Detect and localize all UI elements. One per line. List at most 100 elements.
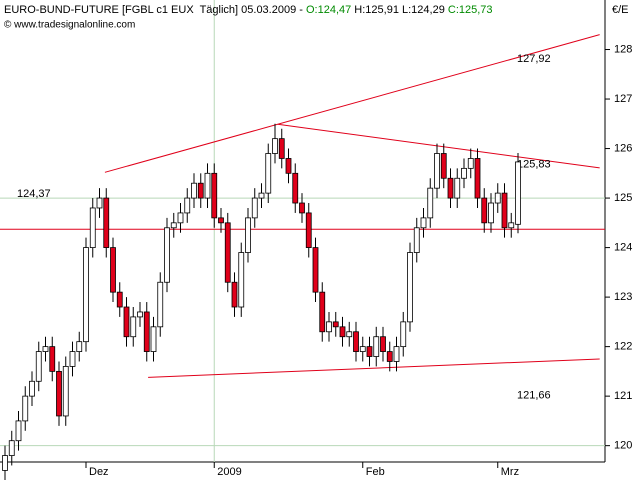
candle-body (184, 197, 191, 214)
candle-body (89, 207, 96, 248)
candle-body (137, 311, 143, 318)
candle-body (191, 182, 197, 199)
candle-body (488, 202, 494, 224)
y-tick-label: 122 (614, 341, 632, 353)
candle-body (339, 326, 346, 338)
trend-line (277, 123, 600, 169)
candle-body (326, 321, 332, 333)
candle-body (494, 192, 501, 204)
candle-body (380, 336, 386, 352)
candle-body (461, 167, 467, 179)
candle-body (501, 192, 508, 229)
candle-body (454, 177, 461, 199)
x-tick-label: Mrz (501, 466, 519, 478)
candle-body (305, 212, 312, 248)
candle-body (447, 177, 454, 199)
y-tick-label: 124 (614, 241, 632, 253)
line-label: 125,83 (517, 159, 551, 171)
candle-body (49, 346, 56, 372)
candle-body (42, 346, 49, 352)
candle-body (427, 187, 434, 219)
candle-body (245, 217, 251, 253)
candle-body (35, 351, 42, 382)
header-part: H:125,91 L:124,29 (351, 4, 448, 16)
y-tick-label: 120 (614, 440, 632, 452)
candle-body (130, 316, 137, 338)
candle-body (224, 222, 231, 283)
candle-body (197, 182, 204, 199)
candle-body (299, 202, 305, 214)
candle-body (103, 197, 110, 248)
candle-body (8, 440, 15, 456)
candle-body (258, 192, 265, 199)
candle-body (238, 252, 245, 308)
candle-body (285, 158, 292, 174)
candle-body (69, 351, 76, 367)
candle-body (292, 172, 299, 204)
candle-body (231, 281, 238, 308)
candle-body (440, 153, 447, 179)
candle-body (353, 331, 359, 352)
candle-body (211, 172, 218, 219)
candle-body (474, 158, 481, 199)
y-tick-label: 121 (614, 390, 632, 402)
candle-body (332, 321, 339, 328)
chart-subtitle: © www.tradesignalonline.com (4, 20, 135, 31)
line-label: 124,37 (17, 188, 51, 200)
candle-body (177, 212, 184, 224)
candle-body (407, 252, 413, 323)
line-label: 121,66 (517, 390, 551, 402)
candle-body (76, 341, 83, 352)
trend-line (148, 358, 600, 378)
trend-line (104, 34, 600, 173)
candle-body (265, 153, 272, 194)
y-tick-label: 125 (614, 192, 632, 204)
candle-body (218, 217, 224, 224)
header-part: EURO-BUND-FUTURE [FGBL c1 EUX Täglich] 0… (4, 4, 306, 16)
chart-header: EURO-BUND-FUTURE [FGBL c1 EUX Täglich] 0… (4, 4, 493, 16)
candle-body (481, 197, 488, 224)
candle-body (278, 138, 285, 159)
candle-body (15, 420, 22, 442)
candle-body (62, 366, 69, 417)
candle-body (366, 346, 373, 357)
y-tick-label: 128 (614, 43, 632, 55)
candle-body (393, 346, 400, 362)
candle-body (319, 291, 326, 333)
y-tick-label: 123 (614, 291, 632, 303)
candle-body (22, 395, 29, 422)
plot-area: 124,37 127,92 125,83 121,66 (0, 0, 605, 480)
header-open: O:124,47 (306, 4, 351, 16)
x-tick-label: 2009 (217, 466, 241, 478)
candle-body (413, 227, 420, 253)
candle-body (204, 172, 211, 199)
candle-body (400, 321, 407, 348)
y-tick-label: 127 (614, 93, 632, 105)
candle-body (346, 331, 353, 338)
x-tick-label: Dez (89, 466, 109, 478)
candle-body (508, 222, 515, 229)
candle-body (2, 455, 8, 471)
candle-body (251, 197, 258, 219)
candle-body (56, 370, 62, 417)
candle-body (29, 380, 35, 397)
y-tick-label: 126 (614, 142, 632, 154)
candle-body (359, 346, 366, 352)
candle-body (164, 227, 170, 283)
candle-body (373, 336, 380, 357)
candle-body (83, 247, 89, 343)
candle-body (386, 351, 393, 362)
candle-body (150, 326, 157, 352)
unit-label: €/E (612, 4, 629, 16)
candle-body (157, 281, 164, 328)
candle-body (170, 222, 177, 229)
candle-body (123, 306, 130, 338)
line-label: 127,92 (517, 53, 551, 65)
x-tick-label: Feb (366, 466, 385, 478)
candle-body (96, 197, 103, 209)
candle-body (312, 247, 319, 293)
candle-body (434, 153, 440, 189)
candle-body (515, 161, 521, 225)
